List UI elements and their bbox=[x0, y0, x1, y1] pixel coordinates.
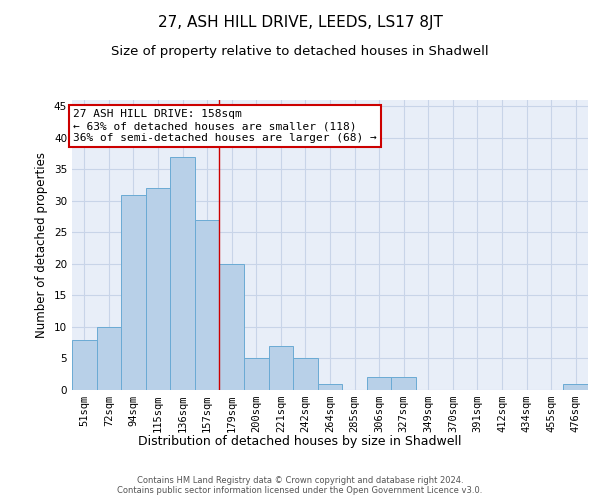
Bar bbox=[318, 384, 342, 390]
Bar bbox=[121, 194, 146, 390]
Bar bbox=[195, 220, 220, 390]
Bar bbox=[146, 188, 170, 390]
Bar bbox=[97, 327, 121, 390]
Bar bbox=[563, 384, 588, 390]
Bar bbox=[367, 378, 391, 390]
Text: 27, ASH HILL DRIVE, LEEDS, LS17 8JT: 27, ASH HILL DRIVE, LEEDS, LS17 8JT bbox=[158, 15, 442, 30]
Bar bbox=[244, 358, 269, 390]
Bar bbox=[170, 156, 195, 390]
Text: Contains HM Land Registry data © Crown copyright and database right 2024.
Contai: Contains HM Land Registry data © Crown c… bbox=[118, 476, 482, 495]
Bar bbox=[220, 264, 244, 390]
Y-axis label: Number of detached properties: Number of detached properties bbox=[35, 152, 49, 338]
Bar bbox=[269, 346, 293, 390]
Text: Distribution of detached houses by size in Shadwell: Distribution of detached houses by size … bbox=[138, 435, 462, 448]
Bar bbox=[72, 340, 97, 390]
Bar bbox=[293, 358, 318, 390]
Bar bbox=[391, 378, 416, 390]
Text: Size of property relative to detached houses in Shadwell: Size of property relative to detached ho… bbox=[111, 45, 489, 58]
Text: 27 ASH HILL DRIVE: 158sqm
← 63% of detached houses are smaller (118)
36% of semi: 27 ASH HILL DRIVE: 158sqm ← 63% of detac… bbox=[73, 110, 377, 142]
